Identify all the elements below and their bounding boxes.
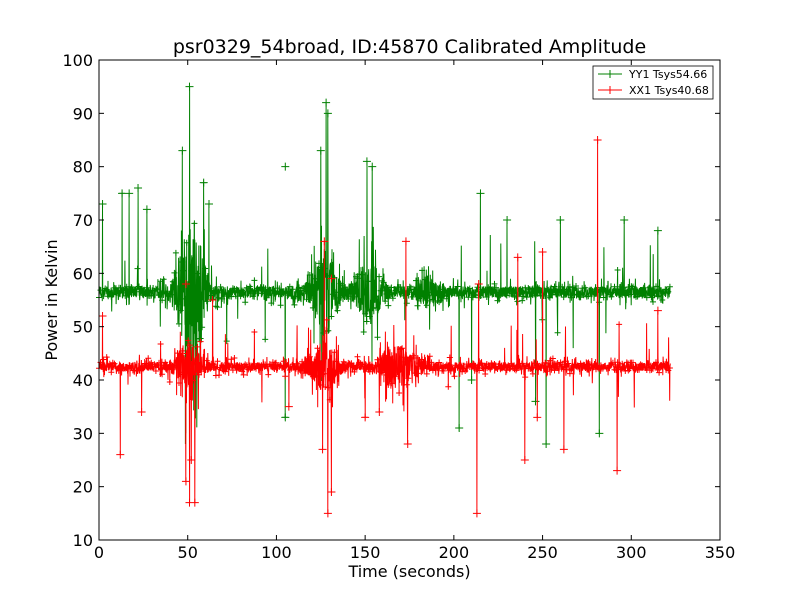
x-tick-label: 100 (261, 543, 292, 562)
y-tick-label: 20 (73, 478, 93, 497)
y-tick-label: 70 (73, 211, 93, 230)
series-layer (96, 82, 673, 518)
y-axis-label: Power in Kelvin (42, 239, 61, 360)
y-tick-label: 90 (73, 104, 93, 123)
x-tick-label: 150 (350, 543, 381, 562)
y-tick-label: 50 (73, 318, 93, 337)
legend-label-xx1: XX1 Tsys40.68 (629, 84, 709, 97)
y-tick-label: 40 (73, 371, 93, 390)
legend-label-yy1: YY1 Tsys54.66 (628, 68, 707, 81)
x-tick-label: 0 (94, 543, 104, 562)
series-1 (96, 136, 673, 518)
legend-marker-yy1 (606, 70, 614, 78)
y-tick-label: 60 (73, 264, 93, 283)
x-tick-label: 300 (616, 543, 647, 562)
series-markers (96, 82, 673, 448)
series-0 (96, 82, 673, 448)
y-tick-label: 100 (62, 51, 93, 70)
ticks-layer: 0 50 100 150 200 250 300 350 10 20 30 40 50 60 70 80 90 1… (62, 51, 735, 562)
y-tick-label: 80 (73, 158, 93, 177)
y-tick-label: 30 (73, 424, 93, 443)
chart-title: psr0329_54broad, ID:45870 Calibrated Amp… (173, 36, 646, 58)
y-tick-label: 10 (73, 531, 93, 550)
x-axis-label: Time (seconds) (347, 562, 470, 581)
legend-marker-xx1 (606, 86, 614, 94)
plot-frame (98, 59, 721, 541)
x-tick-label: 50 (178, 543, 198, 562)
series-markers (96, 136, 673, 518)
legend-frame (592, 65, 714, 100)
x-tick-label: 250 (527, 543, 558, 562)
x-tick-label: 200 (439, 543, 470, 562)
legend: YY1 Tsys54.66 XX1 Tsys40.68 (592, 65, 714, 100)
x-tick-label: 350 (705, 543, 736, 562)
